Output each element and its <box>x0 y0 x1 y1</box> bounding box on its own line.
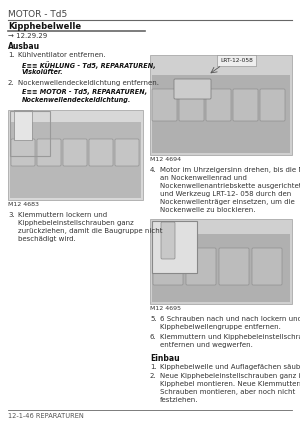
Text: 6.: 6. <box>150 334 157 340</box>
Bar <box>14 110 32 140</box>
Text: Nockenwellendeckeldichtung.: Nockenwellendeckeldichtung. <box>22 97 131 103</box>
Text: → 12.29.29: → 12.29.29 <box>8 33 47 39</box>
FancyBboxPatch shape <box>63 139 87 166</box>
Text: Einbau: Einbau <box>150 354 180 363</box>
Text: Neue Kipphebeleinstellschrauben ganz in die: Neue Kipphebeleinstellschrauben ganz in … <box>160 373 300 379</box>
Text: und Werkzeug LRT-12- 058 durch den: und Werkzeug LRT-12- 058 durch den <box>160 191 291 197</box>
Text: 1.: 1. <box>150 364 157 370</box>
FancyBboxPatch shape <box>37 139 61 166</box>
FancyBboxPatch shape <box>206 89 231 121</box>
FancyBboxPatch shape <box>153 248 183 285</box>
Text: Kipphebelwelle und Auflagefächen säubern.: Kipphebelwelle und Auflagefächen säubern… <box>160 364 300 370</box>
Text: Kipphebel montieren. Neue Klemmuttern an: Kipphebel montieren. Neue Klemmuttern an <box>160 381 300 387</box>
FancyBboxPatch shape <box>260 89 285 121</box>
Text: 2.: 2. <box>150 373 157 379</box>
Text: Ausbau: Ausbau <box>8 42 40 51</box>
Text: 3.: 3. <box>8 212 15 218</box>
Text: 1.: 1. <box>8 52 15 58</box>
Text: Nockenwellenantriebskette ausgerichtet sind,: Nockenwellenantriebskette ausgerichtet s… <box>160 183 300 189</box>
Text: Klemmuttern und Kipphebeleinstellschrauben: Klemmuttern und Kipphebeleinstellschraub… <box>160 334 300 340</box>
Bar <box>152 234 290 302</box>
FancyBboxPatch shape <box>233 89 258 121</box>
FancyBboxPatch shape <box>89 139 113 166</box>
Bar <box>152 75 290 153</box>
Text: LRT-12-058: LRT-12-058 <box>220 58 253 63</box>
FancyBboxPatch shape <box>179 89 204 121</box>
Text: E≡≡ MOTOR - Td5, REPARATUREN,: E≡≡ MOTOR - Td5, REPARATUREN, <box>22 89 147 95</box>
Text: M12 4694: M12 4694 <box>150 157 181 162</box>
Text: entfernen und wegwerfen.: entfernen und wegwerfen. <box>160 342 253 348</box>
Bar <box>10 122 141 198</box>
FancyBboxPatch shape <box>186 248 216 285</box>
Text: Nockenwellenträger einsetzen, um die: Nockenwellenträger einsetzen, um die <box>160 199 295 205</box>
Text: Nockenwellendeckeldichtung entfernen.: Nockenwellendeckeldichtung entfernen. <box>18 80 159 86</box>
Text: 5.: 5. <box>150 316 157 322</box>
FancyBboxPatch shape <box>161 222 175 259</box>
Text: M12 4683: M12 4683 <box>8 202 39 207</box>
Text: Nockenwelle zu blockieren.: Nockenwelle zu blockieren. <box>160 207 256 213</box>
Text: Schrauben montieren, aber noch nicht: Schrauben montieren, aber noch nicht <box>160 389 295 395</box>
Text: Kipphebelwellengruppe entfernen.: Kipphebelwellengruppe entfernen. <box>160 324 281 330</box>
Text: festziehen.: festziehen. <box>160 397 199 403</box>
Text: Motor im Uhrzeigersinn drehen, bis die Marken: Motor im Uhrzeigersinn drehen, bis die M… <box>160 167 300 173</box>
Text: 12-1-46 REPARATUREN: 12-1-46 REPARATUREN <box>8 413 84 419</box>
Text: Viskolüfter.: Viskolüfter. <box>22 69 64 75</box>
Text: MOTOR - Td5: MOTOR - Td5 <box>8 10 67 19</box>
Bar <box>10 111 50 156</box>
Text: 2.: 2. <box>8 80 15 86</box>
Bar <box>150 219 292 304</box>
Text: an Nockenwellenrad und: an Nockenwellenrad und <box>160 175 247 181</box>
Bar <box>8 110 143 200</box>
Text: Kipphebelwelle: Kipphebelwelle <box>8 22 81 31</box>
FancyBboxPatch shape <box>252 248 282 285</box>
Bar <box>152 221 197 273</box>
Text: Kühlventilator entfernen.: Kühlventilator entfernen. <box>18 52 106 58</box>
Text: beschädigt wird.: beschädigt wird. <box>18 236 76 242</box>
FancyBboxPatch shape <box>174 79 211 99</box>
Text: zurückziehen, damit die Baugruppe nicht: zurückziehen, damit die Baugruppe nicht <box>18 228 163 234</box>
FancyBboxPatch shape <box>152 89 177 121</box>
Text: Klemmuttern lockern und: Klemmuttern lockern und <box>18 212 107 218</box>
FancyBboxPatch shape <box>11 139 35 166</box>
Bar <box>150 55 292 155</box>
FancyBboxPatch shape <box>219 248 249 285</box>
Text: Kipphebeleinstellschrauben ganz: Kipphebeleinstellschrauben ganz <box>18 220 134 226</box>
Text: M12 4695: M12 4695 <box>150 306 181 311</box>
Text: E≡≡ KÜHLUNG - Td5, REPARATUREN,: E≡≡ KÜHLUNG - Td5, REPARATUREN, <box>22 61 156 69</box>
Text: 4.: 4. <box>150 167 157 173</box>
Text: 6 Schrauben nach und nach lockern und: 6 Schrauben nach und nach lockern und <box>160 316 300 322</box>
FancyBboxPatch shape <box>115 139 139 166</box>
